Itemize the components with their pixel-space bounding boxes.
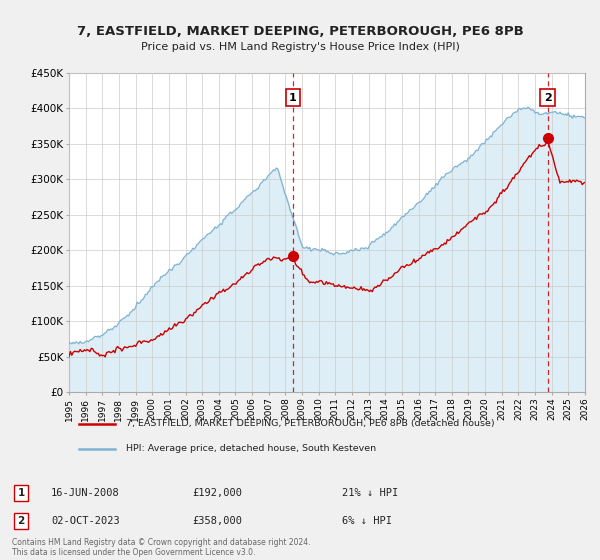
Text: 1: 1 [289,92,297,102]
Text: £358,000: £358,000 [192,516,242,526]
Text: 7, EASTFIELD, MARKET DEEPING, PETERBOROUGH, PE6 8PB (detached house): 7, EASTFIELD, MARKET DEEPING, PETERBOROU… [126,419,494,428]
Text: £192,000: £192,000 [192,488,242,498]
Text: Price paid vs. HM Land Registry's House Price Index (HPI): Price paid vs. HM Land Registry's House … [140,42,460,52]
Text: 2: 2 [17,516,25,526]
Text: 1: 1 [17,488,25,498]
Text: 7, EASTFIELD, MARKET DEEPING, PETERBOROUGH, PE6 8PB: 7, EASTFIELD, MARKET DEEPING, PETERBOROU… [77,25,523,38]
Text: 2: 2 [544,92,551,102]
Text: HPI: Average price, detached house, South Kesteven: HPI: Average price, detached house, Sout… [126,444,376,453]
Text: 02-OCT-2023: 02-OCT-2023 [51,516,120,526]
Text: Contains HM Land Registry data © Crown copyright and database right 2024.
This d: Contains HM Land Registry data © Crown c… [12,538,311,557]
Text: 6% ↓ HPI: 6% ↓ HPI [342,516,392,526]
Text: 21% ↓ HPI: 21% ↓ HPI [342,488,398,498]
Text: 16-JUN-2008: 16-JUN-2008 [51,488,120,498]
